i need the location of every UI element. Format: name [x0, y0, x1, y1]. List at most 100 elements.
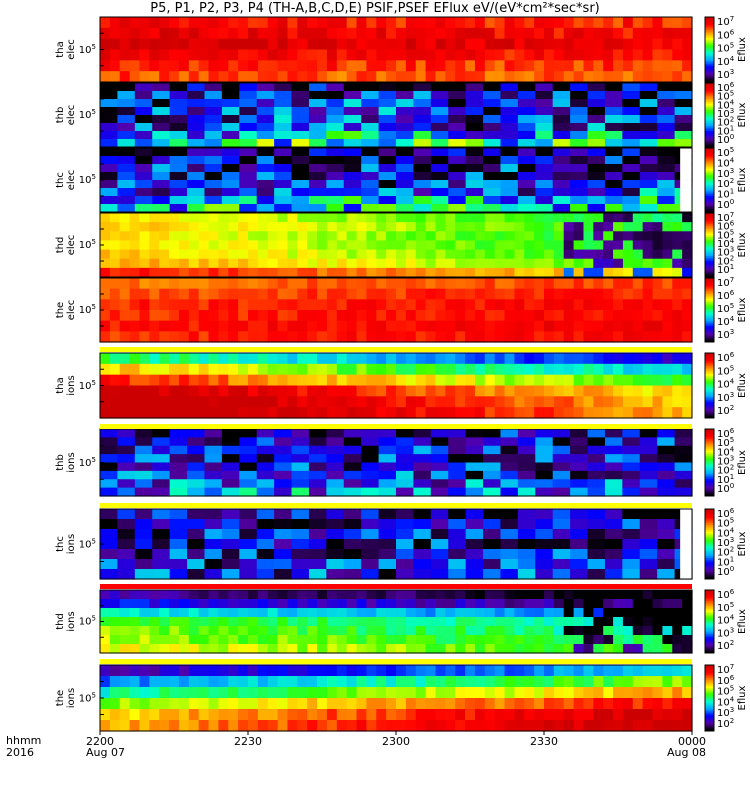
spectrogram-cell — [622, 123, 641, 132]
spectrogram-cell — [218, 258, 229, 269]
spectrogram-cell — [483, 148, 502, 157]
spectrogram-cell — [326, 617, 338, 627]
spectrogram-cell — [448, 445, 467, 455]
spectrogram-cell — [274, 196, 293, 205]
spectrogram-cell — [563, 698, 575, 710]
spectrogram-cell — [204, 569, 223, 580]
spectrogram-cell — [425, 353, 437, 365]
colorbar-swatch — [705, 673, 714, 676]
spectrogram-cell — [361, 107, 380, 116]
spectrogram-cell — [386, 599, 397, 609]
spectrogram-cell — [483, 539, 502, 550]
spectrogram-cell — [435, 222, 446, 232]
spectrogram-cell — [308, 172, 327, 181]
spectrogram-cell — [152, 139, 171, 148]
spectrogram-cell — [552, 569, 571, 580]
spectrogram-cell — [465, 569, 484, 580]
spectrogram-cell — [425, 720, 437, 732]
spectrogram-cell — [277, 288, 289, 300]
spectrogram-cell — [356, 709, 367, 721]
spectrogram-cell — [455, 617, 466, 627]
colorbar-swatch — [705, 643, 714, 646]
spectrogram-cell — [267, 38, 279, 51]
spectrogram-cell — [642, 60, 654, 72]
spectrogram-cell — [204, 462, 223, 472]
spectrogram-cell — [593, 644, 604, 654]
spectrogram-cell — [413, 99, 432, 108]
spectrogram-cell — [376, 267, 387, 278]
spectrogram-cell — [274, 559, 293, 570]
spectrogram-cell — [534, 374, 545, 387]
spectrogram-cell — [524, 626, 535, 636]
spectrogram-cell — [356, 288, 367, 300]
spectrogram-cell — [657, 462, 676, 472]
colorbar-swatch — [705, 165, 714, 168]
spectrogram-cell — [308, 180, 327, 189]
spectrogram-cell — [218, 17, 229, 29]
spectrogram-cell — [642, 720, 654, 732]
spectrogram-cell — [563, 599, 575, 609]
spectrogram-cell — [248, 709, 259, 721]
spectrogram-cell — [169, 479, 188, 489]
colorbar-swatch — [705, 727, 714, 730]
spectrogram-cell — [632, 676, 644, 688]
spectrogram-cell — [593, 278, 604, 290]
spectrogram-cell — [573, 49, 585, 61]
spectrogram-cell — [415, 363, 427, 376]
spectrogram-cell — [465, 385, 476, 397]
spectrogram-cell — [326, 188, 345, 197]
spectrogram-cell — [204, 519, 223, 530]
spectrogram-cell — [484, 698, 496, 710]
colorbar-swatch — [705, 269, 714, 272]
spectrogram-cell — [494, 687, 506, 699]
spectrogram-cell — [346, 17, 358, 29]
spectrogram-cell — [474, 222, 486, 232]
spectrogram-cell — [356, 320, 367, 332]
spectrogram-cell — [682, 374, 693, 387]
spectrogram-cell — [109, 385, 121, 397]
spectrogram-cell — [534, 231, 545, 242]
spectrogram-cell — [455, 407, 466, 419]
colorbar-swatch — [705, 107, 714, 110]
spectrogram-cell — [248, 363, 259, 376]
spectrogram-cell — [119, 310, 131, 322]
x-tick-label: 0000 — [678, 735, 706, 748]
spectrogram-cell — [134, 115, 153, 124]
spectrogram-cell — [169, 17, 180, 29]
spectrogram-cell — [483, 559, 502, 570]
spectrogram-cell — [552, 188, 571, 197]
spectrogram-cell — [514, 60, 525, 72]
spectrogram-cell — [336, 644, 348, 654]
spectrogram-cell — [100, 519, 119, 530]
spectrogram-cell — [308, 549, 327, 560]
spectrogram-cell — [307, 396, 318, 408]
spectrogram-cell — [632, 231, 644, 242]
spectrogram-cell — [134, 549, 153, 560]
spectrogram-cell — [396, 107, 415, 116]
spectrogram-cell — [674, 462, 693, 472]
spectrogram-cell — [672, 231, 683, 242]
spectrogram-cell — [178, 407, 190, 419]
spectrogram-cell — [553, 213, 565, 223]
spectrogram-cell — [149, 299, 160, 311]
spectrogram-cell — [465, 676, 476, 688]
panel-ylabel: thdions — [55, 611, 77, 631]
spectrogram-cell — [494, 278, 506, 290]
spectrogram-cell — [563, 374, 575, 387]
spectrogram-cell — [204, 429, 223, 438]
spectrogram-cell — [291, 445, 310, 455]
spectrogram-cell — [455, 71, 466, 83]
spectrogram-cell — [238, 709, 249, 721]
spectrogram-cell — [326, 38, 338, 51]
spectrogram-cell — [267, 407, 279, 419]
spectrogram-cell — [593, 331, 604, 343]
spectrogram-cell — [544, 353, 555, 365]
spectrogram-cell — [248, 267, 259, 278]
spectrogram-cell — [256, 437, 275, 447]
spectrogram-cell — [500, 487, 519, 497]
spectrogram-cell — [514, 644, 525, 654]
spectrogram-cell — [149, 385, 160, 397]
colorbar-swatch — [705, 512, 714, 515]
spectrogram-cell — [149, 213, 160, 223]
spectrogram-cell — [346, 407, 358, 419]
